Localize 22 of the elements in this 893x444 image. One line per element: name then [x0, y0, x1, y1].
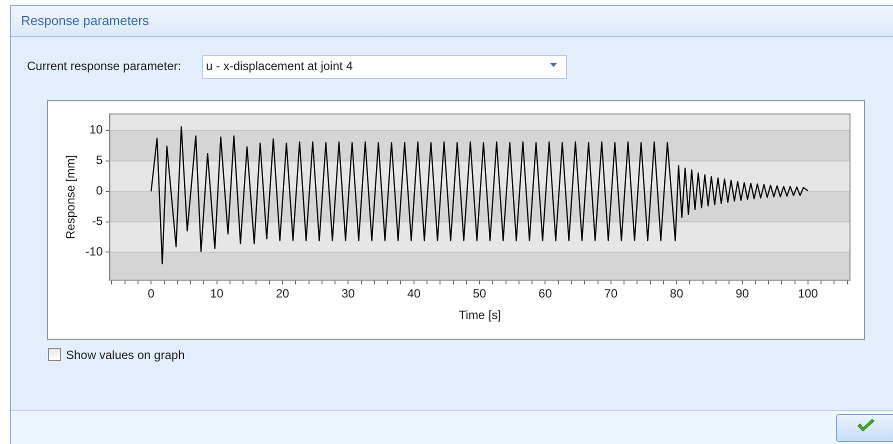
x-axis-title: Time [s] [458, 308, 501, 322]
x-tick-label: 100 [798, 286, 818, 301]
text: Current response parameter: [27, 59, 182, 73]
x-tick-label: 70 [604, 286, 618, 301]
chart-title: Response parameters [21, 13, 149, 28]
text: Show values on graph [66, 348, 185, 362]
y-tick-label: 0 [96, 184, 104, 198]
x-tick-label: 10 [210, 286, 224, 301]
x-tick-label: 60 [538, 286, 552, 301]
y-tick-label: 10 [89, 122, 104, 137]
x-tick-label: 80 [670, 286, 684, 301]
y-axis-title: Response [mm] [64, 155, 78, 240]
text: u - x-displacement at joint 4 [206, 59, 353, 73]
x-tick-label: 20 [276, 286, 290, 301]
y-tick-label: -5 [92, 214, 104, 228]
x-tick-label: 90 [736, 286, 750, 301]
x-tick-label: 40 [407, 286, 421, 301]
x-tick-label: 0 [148, 286, 155, 301]
y-tick-label: 5 [96, 153, 104, 168]
x-tick-label: 50 [472, 286, 487, 301]
y-tick-label: -10 [85, 244, 104, 259]
x-tick-label: 30 [341, 286, 356, 301]
